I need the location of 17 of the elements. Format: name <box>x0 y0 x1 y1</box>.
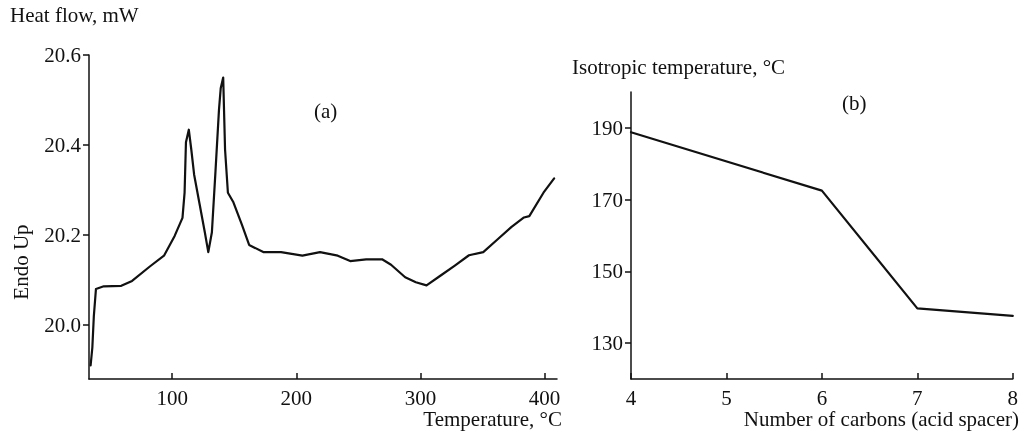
x-tick-label: 4 <box>625 385 637 410</box>
annotation: (a) <box>314 98 338 123</box>
y-tick-label: 20.4 <box>44 133 82 157</box>
y-tick-label: 170 <box>591 187 623 212</box>
annotation: (b) <box>842 90 867 115</box>
y-axis-title: Heat flow, mW <box>10 2 139 27</box>
y-tick-label: 20.2 <box>44 223 81 247</box>
text: Endo Up <box>8 224 33 300</box>
y-axis-title: Isotropic temperature, °C <box>572 54 786 79</box>
x-tick-label: 200 <box>280 385 313 410</box>
y-tick-label: 20.6 <box>44 43 81 67</box>
y-tick-label: 20.0 <box>44 313 81 337</box>
x-tick-label: 100 <box>156 385 188 410</box>
y-tick-label: 130 <box>591 331 623 356</box>
y-tick-label: 190 <box>591 115 623 140</box>
x-tick-label: 5 <box>721 385 732 410</box>
y-tick-label: 150 <box>591 259 623 284</box>
